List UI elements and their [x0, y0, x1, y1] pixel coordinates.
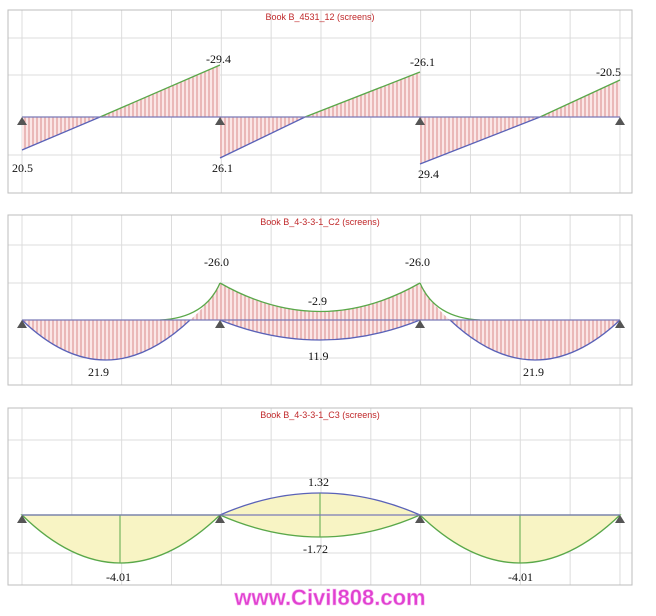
support [615, 320, 625, 328]
support [17, 320, 27, 328]
panel-frame [7, 9, 633, 194]
value-label: -26.0 [405, 255, 430, 269]
value-label: -4.01 [106, 570, 131, 584]
panel-title: Book B_4531_12 (screens) [265, 12, 374, 22]
value-label: -2.9 [308, 294, 327, 308]
moment-diagram [21, 282, 621, 361]
value-label: -1.72 [303, 542, 328, 556]
support [215, 117, 225, 125]
support [215, 320, 225, 328]
value-label: 1.32 [308, 475, 329, 489]
value-label: -26.0 [204, 255, 229, 269]
panel-frame [7, 214, 633, 386]
value-label: -26.1 [410, 55, 435, 69]
support [215, 515, 225, 523]
value-label: 26.1 [212, 161, 233, 175]
support [615, 117, 625, 125]
value-label: 11.9 [308, 349, 329, 363]
value-label: 20.5 [12, 161, 33, 175]
support [17, 117, 27, 125]
supports [17, 117, 625, 523]
value-label: -4.01 [508, 570, 533, 584]
value-label: -29.4 [206, 52, 231, 66]
value-label: 21.9 [88, 365, 109, 379]
shear-diagram [21, 64, 621, 165]
support [17, 515, 27, 523]
value-label: -20.5 [596, 65, 621, 79]
value-label: 29.4 [418, 167, 439, 181]
support [415, 515, 425, 523]
support [415, 117, 425, 125]
value-label: 21.9 [523, 365, 544, 379]
panel-frame [7, 407, 633, 586]
panel-title: Book B_4-3-3-1_C3 (screens) [260, 410, 380, 420]
support [615, 515, 625, 523]
support [415, 320, 425, 328]
panel-title: Book B_4-3-3-1_C2 (screens) [260, 217, 380, 227]
moment-diagram [20, 492, 622, 564]
watermark: www.Civil808.com [233, 585, 425, 610]
